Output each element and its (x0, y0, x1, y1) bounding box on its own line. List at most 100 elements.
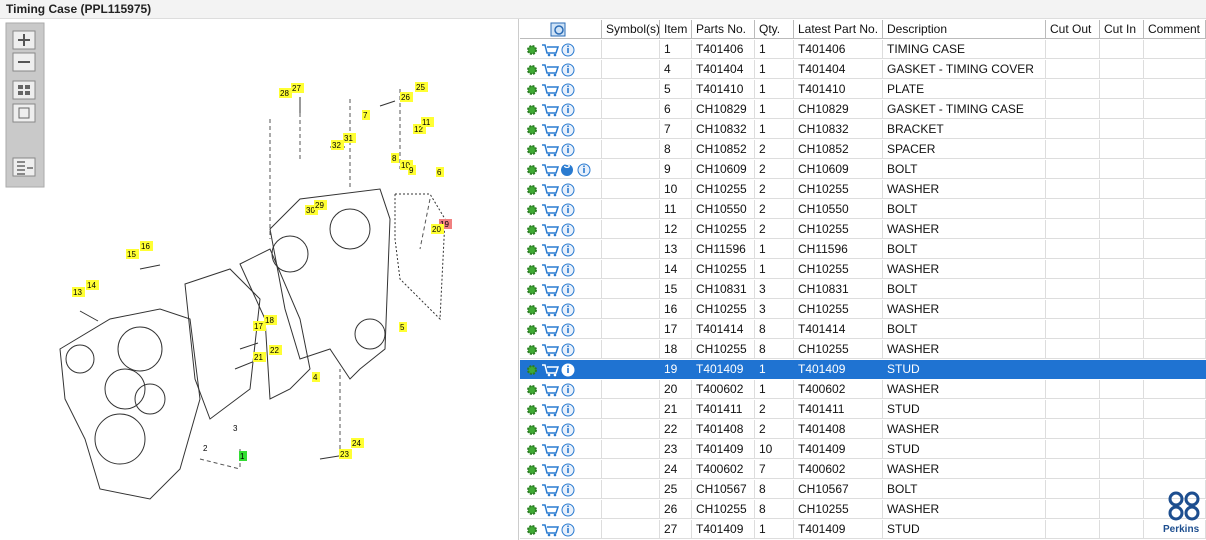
cart-icon[interactable] (542, 124, 560, 134)
cart-icon[interactable] (542, 104, 560, 114)
table-row[interactable]: 26 CH10255 8 CH10255 WASHER (520, 500, 1206, 520)
details-icon[interactable] (527, 245, 537, 255)
cart-icon[interactable] (542, 264, 560, 274)
actual-size[interactable] (12, 103, 36, 123)
details-icon[interactable] (527, 65, 537, 75)
details-icon[interactable] (527, 45, 537, 55)
callout-label: 3 (233, 424, 238, 433)
table-row[interactable]: 21 T401411 2 T401411 STUD (520, 400, 1206, 420)
details-icon[interactable] (527, 385, 537, 395)
details-icon[interactable] (527, 165, 537, 175)
cell: BOLT (883, 160, 1046, 179)
cart-icon[interactable] (542, 244, 560, 254)
cart-icon[interactable] (542, 204, 560, 214)
cart-icon[interactable] (542, 404, 560, 414)
details-icon[interactable] (527, 325, 537, 335)
table-row[interactable]: S 9 CH10609 2 CH10609 BOLT (520, 160, 1206, 180)
row-icons (527, 463, 575, 477)
table-row[interactable]: 25 CH10567 8 CH10567 BOLT (520, 480, 1206, 500)
details-icon[interactable] (527, 145, 537, 155)
cell (1100, 60, 1144, 79)
details-icon[interactable] (527, 185, 537, 195)
cart-icon[interactable] (542, 344, 560, 354)
callout-label: 2 (203, 444, 208, 453)
cart-icon[interactable] (542, 504, 560, 514)
table-row[interactable]: 10 CH10255 2 CH10255 WASHER (520, 180, 1206, 200)
callout-box (253, 321, 266, 331)
details-icon[interactable] (527, 105, 537, 115)
table-row[interactable]: 20 T400602 1 T400602 WASHER (520, 380, 1206, 400)
details-icon[interactable] (527, 525, 537, 535)
cell (602, 520, 660, 539)
cart-icon[interactable] (542, 464, 560, 474)
cell: WASHER (883, 380, 1046, 399)
cart-icon[interactable] (542, 44, 560, 54)
details-icon[interactable] (527, 285, 537, 295)
cart-icon[interactable] (542, 284, 560, 294)
table-row[interactable]: 24 T400602 7 T400602 WASHER (520, 460, 1206, 480)
table-row[interactable]: 19 T401409 1 T401409 STUD (520, 360, 1206, 380)
table-row[interactable]: 13 CH11596 1 CH11596 BOLT (520, 240, 1206, 260)
cart-icon[interactable] (542, 304, 560, 314)
cell (602, 180, 660, 199)
cell (1144, 40, 1206, 59)
table-row[interactable]: 4 T401404 1 T401404 GASKET - TIMING COVER (520, 60, 1206, 80)
table-row[interactable]: 7 CH10832 1 CH10832 BRACKET (520, 120, 1206, 140)
table-row[interactable]: 12 CH10255 2 CH10255 WASHER (520, 220, 1206, 240)
callout-label: 26 (401, 93, 410, 102)
cart-icon[interactable] (542, 524, 560, 534)
row-icons (527, 403, 575, 417)
search-icon[interactable] (550, 22, 568, 38)
table-row[interactable]: 22 T401408 2 T401408 WASHER (520, 420, 1206, 440)
cart-icon[interactable] (542, 424, 560, 434)
cart-icon[interactable] (542, 84, 560, 94)
details-icon[interactable] (527, 225, 537, 235)
cart-icon[interactable] (542, 184, 560, 194)
details-icon[interactable] (527, 265, 537, 275)
table-row[interactable]: 5 T401410 1 T401410 PLATE (520, 80, 1206, 100)
table-row[interactable]: 17 T401414 8 T401414 BOLT (520, 320, 1206, 340)
cart-icon[interactable] (542, 484, 560, 494)
fit-view[interactable] (12, 80, 36, 100)
cell (1144, 380, 1206, 399)
details-icon[interactable] (527, 445, 537, 455)
cart-icon[interactable] (542, 224, 560, 234)
table-row[interactable]: 11 CH10550 2 CH10550 BOLT (520, 200, 1206, 220)
details-icon[interactable] (527, 345, 537, 355)
callout-box (126, 249, 139, 259)
table-row[interactable]: 8 CH10852 2 CH10852 SPACER (520, 140, 1206, 160)
cart-icon[interactable] (542, 164, 560, 174)
details-icon[interactable] (527, 305, 537, 315)
cart-icon[interactable] (542, 144, 560, 154)
details-icon[interactable] (527, 85, 537, 95)
cell: CH10255 (692, 500, 755, 519)
table-row[interactable]: 6 CH10829 1 CH10829 GASKET - TIMING CASE (520, 100, 1206, 120)
cart-icon[interactable] (542, 384, 560, 394)
details-icon[interactable] (527, 425, 537, 435)
table-row[interactable]: 15 CH10831 3 CH10831 BOLT (520, 280, 1206, 300)
table-row[interactable]: 18 CH10255 8 CH10255 WASHER (520, 340, 1206, 360)
callout-box (408, 165, 416, 175)
table-row[interactable]: 1 T401406 1 T401406 TIMING CASE (520, 40, 1206, 60)
details-icon[interactable] (527, 505, 537, 515)
table-row[interactable]: 27 T401409 1 T401409 STUD (520, 520, 1206, 540)
cart-icon[interactable] (542, 64, 560, 74)
details-icon[interactable] (527, 125, 537, 135)
details-icon[interactable] (527, 405, 537, 415)
cell: 3 (755, 280, 794, 299)
table-row[interactable]: 23 T401409 10 T401409 STUD (520, 440, 1206, 460)
cell: 24 (660, 460, 692, 479)
cell: CH10255 (794, 340, 883, 359)
cart-icon[interactable] (542, 324, 560, 334)
cart-icon[interactable] (542, 444, 560, 454)
details-icon[interactable] (527, 465, 537, 475)
table-row[interactable]: 14 CH10255 1 CH10255 WASHER (520, 260, 1206, 280)
cell (1046, 520, 1100, 539)
details-icon[interactable] (527, 205, 537, 215)
cart-icon[interactable] (542, 364, 560, 374)
callout-label: 8 (392, 154, 397, 163)
table-row[interactable]: 16 CH10255 3 CH10255 WASHER (520, 300, 1206, 320)
callout-label: 12 (414, 125, 423, 134)
details-icon[interactable] (527, 485, 537, 495)
details-icon[interactable] (527, 365, 537, 375)
